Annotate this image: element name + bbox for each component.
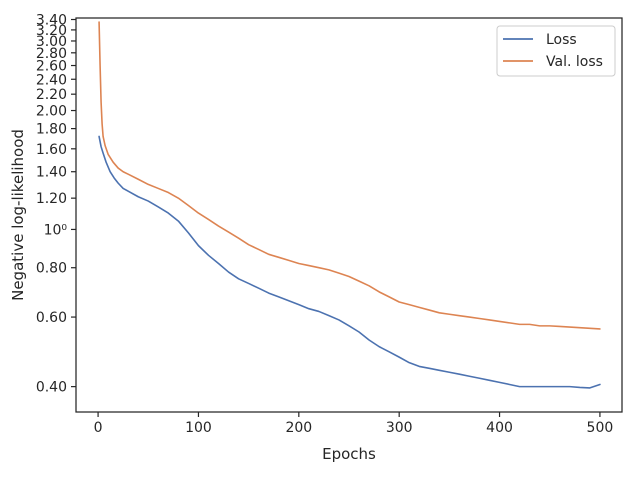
- plot-lines: [98, 21, 601, 389]
- y-tick-label: 10⁰: [44, 222, 68, 238]
- legend-label-loss: Loss: [546, 32, 577, 48]
- y-tick-label: 3.40: [36, 13, 67, 29]
- x-tick-label: 500: [587, 420, 614, 436]
- legend: Loss Val. loss: [496, 25, 616, 77]
- y-tick-label: 2.20: [36, 87, 67, 103]
- x-axis: 0 100 200 300 400 500: [94, 412, 614, 436]
- y-tick-label: 2.00: [36, 104, 67, 120]
- x-tick-label: 300: [386, 420, 413, 436]
- y-tick-label: 2.60: [36, 59, 67, 75]
- y-tick-label: 1.40: [36, 165, 67, 181]
- x-tick-label: 100: [185, 420, 212, 436]
- series-line-val-loss: [98, 21, 601, 330]
- y-tick-label: 2.80: [36, 46, 67, 62]
- y-tick-label: 3.20: [36, 23, 67, 39]
- x-axis-label: Epochs: [322, 445, 376, 463]
- legend-label-val-loss: Val. loss: [546, 54, 603, 70]
- axes-frame: [75, 17, 623, 413]
- y-tick-label: 0.60: [36, 310, 67, 326]
- x-tick-label: 0: [94, 420, 103, 436]
- series-line-loss: [98, 135, 601, 389]
- y-tick-label: 1.80: [36, 122, 67, 138]
- x-tick-label: 400: [486, 420, 513, 436]
- y-tick-label: 3.00: [36, 34, 67, 50]
- y-axis-label: Negative log-likelihood: [9, 129, 27, 301]
- y-axis: 0.400.600.8010⁰1.201.401.601.802.002.202…: [36, 13, 76, 396]
- y-tick-label: 0.40: [36, 380, 67, 396]
- y-tick-label: 1.60: [36, 142, 67, 158]
- x-tick-label: 200: [285, 420, 312, 436]
- y-tick-label: 0.80: [36, 261, 67, 277]
- y-tick-label: 2.40: [36, 72, 67, 88]
- y-tick-label: 1.20: [36, 191, 67, 207]
